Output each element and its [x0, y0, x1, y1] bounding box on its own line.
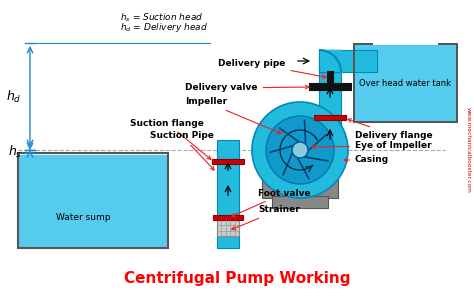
- Text: Suction flange: Suction flange: [130, 119, 211, 159]
- Bar: [314, 115, 346, 120]
- Bar: [327, 71, 333, 83]
- Circle shape: [252, 102, 348, 198]
- Bar: [18, 153, 168, 248]
- Bar: [217, 140, 239, 160]
- Text: Over head water tank: Over head water tank: [359, 78, 452, 88]
- Text: Strainer: Strainer: [232, 206, 300, 230]
- Bar: [355, 44, 456, 122]
- Text: Centrifugal Pump Working: Centrifugal Pump Working: [124, 271, 350, 286]
- Text: Suction Pipe: Suction Pipe: [150, 131, 214, 170]
- Bar: [438, 43, 458, 45]
- Bar: [456, 43, 458, 123]
- Text: Water sump: Water sump: [56, 213, 110, 223]
- Text: $h_d$ = Delivery head: $h_d$ = Delivery head: [120, 21, 208, 35]
- Text: Impeller: Impeller: [185, 97, 281, 134]
- Bar: [353, 43, 355, 123]
- Text: Eye of Impeller: Eye of Impeller: [312, 142, 432, 150]
- Bar: [353, 43, 373, 45]
- Text: $h_s$: $h_s$: [8, 143, 22, 159]
- Text: Delivery valve: Delivery valve: [185, 83, 309, 92]
- Bar: [319, 50, 341, 72]
- Text: www.mechanicalbooster.com: www.mechanicalbooster.com: [465, 107, 471, 193]
- Bar: [212, 159, 244, 164]
- Bar: [19, 154, 166, 246]
- Text: Casing: Casing: [344, 156, 389, 164]
- Text: Delivery flange: Delivery flange: [348, 119, 433, 139]
- Bar: [272, 196, 328, 208]
- Bar: [353, 121, 458, 123]
- Bar: [319, 50, 341, 150]
- Bar: [262, 178, 338, 198]
- Bar: [213, 215, 243, 220]
- Text: Foot valve: Foot valve: [232, 189, 310, 217]
- Bar: [217, 220, 239, 236]
- Circle shape: [292, 142, 308, 158]
- Bar: [309, 83, 351, 90]
- Bar: [217, 150, 239, 248]
- Text: Delivery pipe: Delivery pipe: [218, 58, 326, 78]
- Circle shape: [266, 116, 334, 184]
- Bar: [319, 50, 377, 72]
- Text: $h_d$: $h_d$: [7, 89, 22, 105]
- Text: $h_s$ = Suction head: $h_s$ = Suction head: [120, 12, 203, 24]
